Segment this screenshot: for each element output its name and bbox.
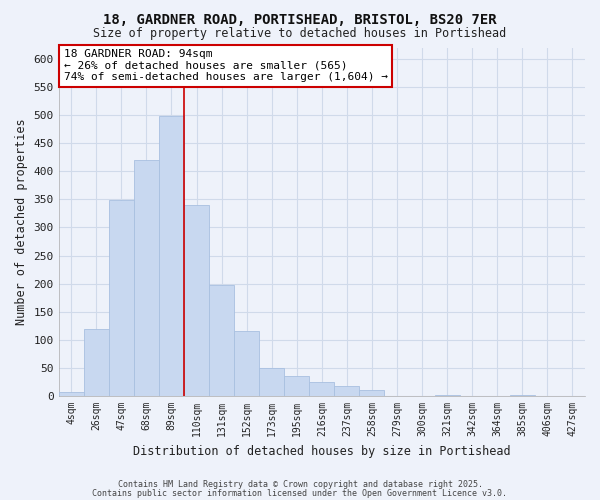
- Bar: [59, 392, 84, 396]
- Bar: [334, 386, 359, 396]
- Text: Contains public sector information licensed under the Open Government Licence v3: Contains public sector information licen…: [92, 488, 508, 498]
- Bar: [134, 160, 159, 396]
- Text: Contains HM Land Registry data © Crown copyright and database right 2025.: Contains HM Land Registry data © Crown c…: [118, 480, 482, 489]
- Bar: [159, 116, 184, 396]
- Text: 18 GARDNER ROAD: 94sqm
← 26% of detached houses are smaller (565)
74% of semi-de: 18 GARDNER ROAD: 94sqm ← 26% of detached…: [64, 49, 388, 82]
- Bar: [284, 376, 310, 396]
- Bar: [84, 328, 109, 396]
- Bar: [310, 382, 334, 396]
- Bar: [359, 390, 385, 396]
- Text: Size of property relative to detached houses in Portishead: Size of property relative to detached ho…: [94, 28, 506, 40]
- Bar: [234, 332, 259, 396]
- X-axis label: Distribution of detached houses by size in Portishead: Distribution of detached houses by size …: [133, 444, 511, 458]
- Bar: [209, 284, 234, 396]
- Y-axis label: Number of detached properties: Number of detached properties: [15, 118, 28, 325]
- Bar: [259, 368, 284, 396]
- Text: 18, GARDNER ROAD, PORTISHEAD, BRISTOL, BS20 7ER: 18, GARDNER ROAD, PORTISHEAD, BRISTOL, B…: [103, 12, 497, 26]
- Bar: [510, 395, 535, 396]
- Bar: [109, 200, 134, 396]
- Bar: [184, 205, 209, 396]
- Bar: [434, 395, 460, 396]
